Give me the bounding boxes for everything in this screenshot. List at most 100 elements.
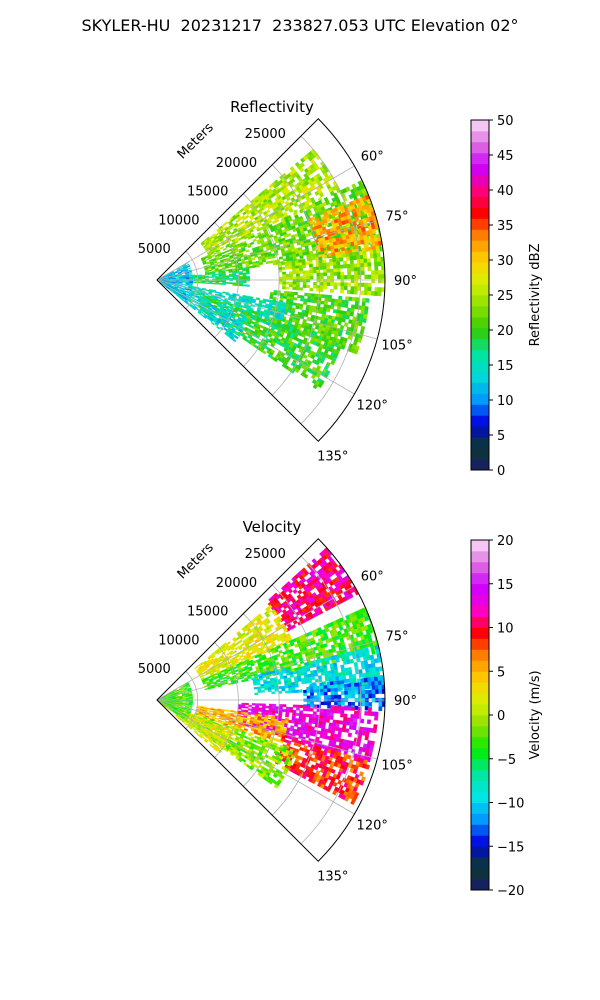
theta-tick-label: 75°	[386, 630, 409, 645]
theta-tick-label: 135°	[317, 870, 348, 885]
colorbar-tick-label: 25	[497, 289, 514, 304]
colorbar-segment	[471, 693, 489, 705]
theta-tick-label: 105°	[381, 338, 412, 353]
colorbar-segment	[471, 349, 489, 362]
colorbar-segment	[471, 327, 489, 340]
colorbar-segment	[471, 404, 489, 416]
colorbar-tick-label: −5	[497, 753, 516, 768]
colorbar-segment	[471, 305, 489, 318]
colorbar-segment	[471, 736, 489, 749]
theta-tick-label: 120°	[357, 818, 388, 833]
echo-region	[277, 248, 385, 297]
polar-grid	[156, 135, 385, 425]
colorbar-segment	[471, 649, 489, 661]
theta-tick-label: 75°	[386, 210, 409, 225]
colorbar: 0 5 10 15 20 25 30 35 40 45 50 Reflectivity dBZ	[470, 114, 543, 479]
colorbar-tick-label: 5	[497, 429, 505, 444]
colorbar-segment	[471, 780, 489, 792]
azimuth-spoke	[156, 220, 378, 281]
colorbar-segment	[471, 594, 489, 607]
colorbar-segment	[471, 295, 489, 307]
colorbar-segment	[471, 207, 489, 219]
colorbar-segment	[471, 627, 489, 639]
colorbar-tick-label: 15	[497, 359, 514, 374]
radial-tick-label: 25000	[245, 127, 286, 142]
colorbar-segment	[471, 879, 489, 891]
radial-axis-label: Meters	[175, 540, 217, 582]
theta-tick-label: 135°	[317, 450, 348, 465]
colorbar-segment	[471, 251, 489, 263]
radial-tick-label: 15000	[187, 185, 228, 200]
colorbar-segment	[471, 130, 489, 143]
colorbar-segment	[471, 583, 489, 596]
colorbar-segment	[471, 316, 489, 329]
colorbar-segment	[471, 448, 489, 460]
theta-tick-label: 90°	[394, 274, 417, 289]
sector-boundary	[156, 538, 386, 862]
colorbar-segment	[471, 715, 489, 727]
azimuth-spoke	[156, 279, 378, 340]
radial-tick-label: 20000	[216, 156, 257, 171]
colorbar-segment	[471, 415, 489, 427]
colorbar-segment	[471, 605, 489, 617]
colorbar-segment	[471, 152, 489, 165]
colorbar-segment	[471, 758, 489, 771]
azimuth-spoke	[156, 640, 378, 701]
radial-tick-label: 10000	[158, 213, 199, 228]
colorbar-segment	[471, 174, 489, 187]
colorbar-segment	[471, 393, 489, 405]
colorbar-segment	[471, 382, 489, 394]
colorbar-segment	[471, 371, 489, 383]
radial-tick-label: 5000	[138, 662, 171, 677]
colorbar-segment	[471, 561, 489, 574]
colorbar-tick-label: 40	[497, 184, 514, 199]
azimuth-spoke	[156, 699, 378, 760]
azimuth-spoke	[156, 165, 355, 281]
velocity-panel: Velocity 5000 10000 15000 20000 25000 Meters 60…	[138, 518, 543, 899]
colorbar-tick-label: −20	[497, 884, 524, 899]
colorbar-segment	[471, 338, 489, 351]
colorbar-segment	[471, 437, 489, 449]
colorbar: −20 −15 −10 −5 0 5 10 15 20 Velocity (m/s)	[470, 534, 543, 899]
radial-tick-label: 5000	[138, 242, 171, 257]
echo-region	[158, 261, 193, 301]
colorbar-segment	[471, 638, 489, 650]
colorbar-segment	[471, 813, 489, 825]
radial-tick-label: 15000	[187, 605, 228, 620]
colorbar-segment	[471, 802, 489, 814]
colorbar-tick-label: 0	[497, 464, 505, 479]
radial-tick-label: 25000	[245, 547, 286, 562]
colorbar-segment	[471, 459, 489, 471]
azimuth-spoke	[156, 279, 355, 395]
colorbar-tick-label: 10	[497, 394, 514, 409]
colorbar-segment	[471, 550, 489, 563]
sector-boundary	[156, 118, 386, 442]
colorbar-segment	[471, 868, 489, 880]
colorbar-segment	[471, 120, 489, 132]
panel-title: Velocity	[243, 518, 302, 536]
radial-tick-label: 20000	[216, 576, 257, 591]
colorbar-tick-label: 20	[497, 324, 514, 339]
theta-tick-label: 120°	[357, 398, 388, 413]
theta-tick-label: 60°	[361, 150, 384, 165]
colorbar-segment	[471, 262, 489, 274]
colorbar-tick-label: −10	[497, 797, 524, 812]
colorbar-tick-label: 35	[497, 219, 514, 234]
colorbar-tick-label: 30	[497, 254, 514, 269]
colorbar-segment	[471, 747, 489, 760]
colorbar-segment	[471, 540, 489, 552]
colorbar-segment	[471, 218, 489, 230]
colorbar-segment	[471, 240, 489, 252]
colorbar-segment	[471, 229, 489, 241]
colorbar-tick-label: 45	[497, 149, 514, 164]
colorbar-segment	[471, 426, 489, 438]
colorbar-segment	[471, 835, 489, 847]
colorbar-segment	[471, 660, 489, 672]
theta-tick-label: 60°	[361, 570, 384, 585]
colorbar-segment	[471, 360, 489, 372]
colorbar-label: Velocity (m/s)	[528, 670, 543, 759]
colorbar-segment	[471, 725, 489, 738]
echo-region	[307, 194, 385, 259]
colorbar-segment	[471, 857, 489, 869]
colorbar-tick-label: −15	[497, 840, 524, 855]
